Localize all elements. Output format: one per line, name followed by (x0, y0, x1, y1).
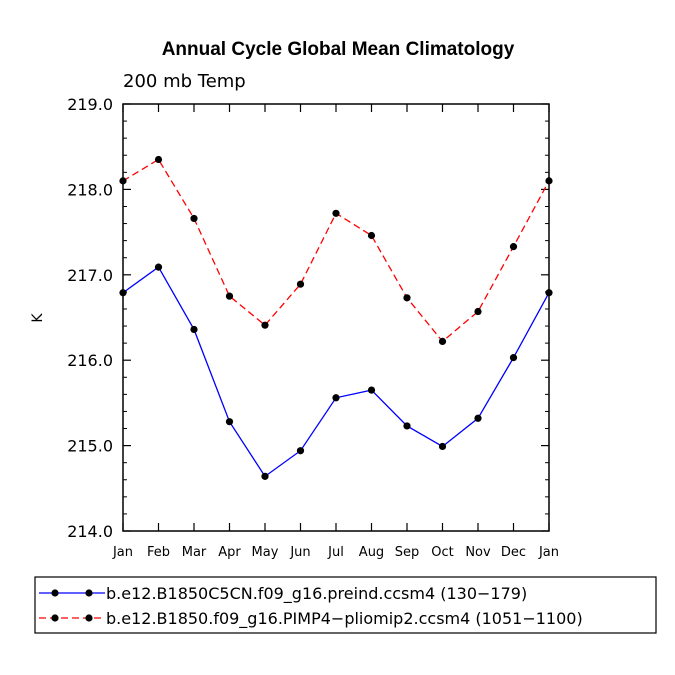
legend-label: b.e12.B1850.f09_g16.PIMP4−pliomip2.ccsm4… (106, 609, 583, 629)
data-point (403, 422, 411, 430)
x-tick-label: May (252, 545, 279, 560)
data-point (545, 289, 553, 297)
x-tick-label: Sep (395, 545, 420, 560)
x-tick-label: Nov (465, 545, 491, 560)
data-point (154, 155, 163, 164)
data-point (438, 442, 447, 451)
x-tick-label: Mar (182, 545, 207, 560)
x-tick-label: Aug (359, 545, 384, 560)
data-point (154, 263, 163, 271)
data-point (403, 294, 411, 302)
x-tick-label: Apr (218, 545, 241, 560)
data-point (119, 289, 127, 297)
x-tick-label: Feb (147, 545, 170, 560)
data-point (474, 307, 482, 316)
y-tick-label: 216.0 (67, 351, 113, 370)
x-tick-label: Jun (289, 545, 310, 560)
data-point (545, 177, 553, 185)
legend-marker (85, 614, 93, 622)
series-layer (119, 155, 553, 480)
data-point (332, 394, 340, 402)
y-axis-label: K (30, 313, 46, 323)
x-tick-label: Jul (327, 545, 344, 560)
data-point (332, 209, 340, 217)
legend-box (34, 576, 657, 634)
legend-label: b.e12.B1850C5CN.f09_g16.preind.ccsm4 (13… (106, 584, 527, 604)
y-tick-label: 215.0 (67, 437, 113, 456)
x-tick-label: Oct (431, 545, 453, 560)
y-tick-label: 219.0 (67, 95, 113, 114)
data-point (119, 177, 127, 185)
legend-marker (51, 589, 59, 597)
y-tick-label: 214.0 (67, 522, 113, 541)
series-line-2 (122, 158, 550, 343)
data-point (296, 280, 305, 288)
data-point (509, 243, 518, 251)
plot-area: 214.0 215.0 216.0 217.0 218.0 219.0 Jan Feb Mar A… (67, 95, 559, 560)
data-point (225, 418, 234, 426)
x-tick-label: Jan (538, 545, 559, 560)
data-point (190, 325, 198, 334)
x-tick-label: Jan (112, 545, 133, 560)
x-tick-label: Dec (501, 545, 526, 560)
data-point (261, 472, 269, 480)
legend-marker (51, 614, 59, 622)
legend-marker (85, 589, 93, 597)
y-tick-label: 218.0 (67, 180, 113, 199)
data-point (367, 386, 376, 394)
data-point (296, 447, 305, 455)
chart-subtitle: 200 mb Temp (123, 71, 246, 92)
y-tick-label: 217.0 (67, 266, 113, 285)
chart-title: Annual Cycle Global Mean Climatology (162, 39, 515, 60)
data-point (190, 214, 198, 223)
data-point (261, 321, 269, 329)
data-point (474, 414, 482, 422)
data-point (367, 231, 376, 240)
data-point (438, 337, 447, 346)
data-point (225, 292, 234, 300)
legend: b.e12.B1850C5CN.f09_g16.preind.ccsm4 (13… (34, 576, 657, 634)
data-point (509, 354, 518, 362)
